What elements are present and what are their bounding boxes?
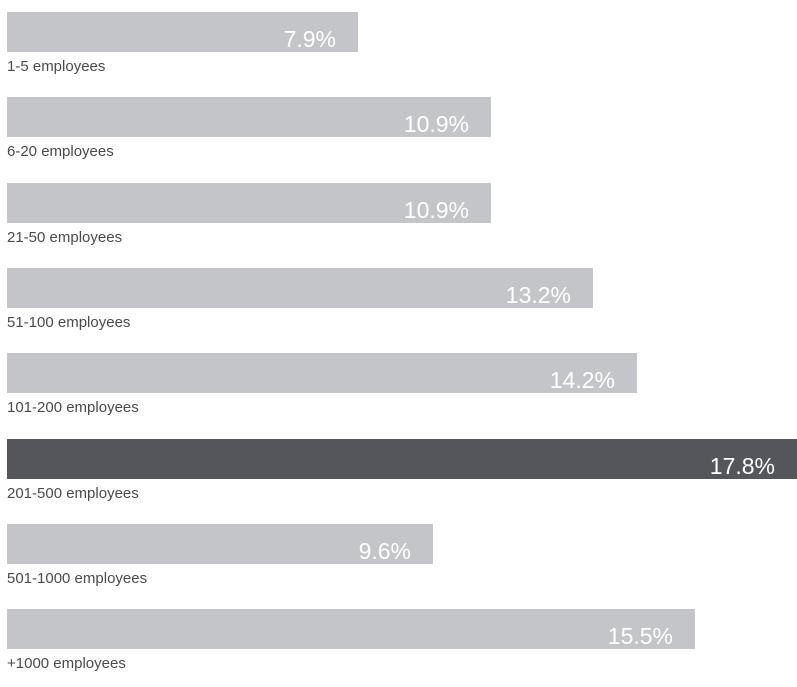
bar: 17.8% [7,439,797,479]
bar-row: 14.2% 101-200 employees [7,353,797,413]
bar-value-label: 14.2% [550,367,615,393]
bar-row: 9.6% 501-1000 employees [7,524,797,584]
category-label: 21-50 employees [7,229,122,247]
category-label: 6-20 employees [7,143,114,161]
bar-value-label: 10.9% [404,197,469,223]
category-label: 101-200 employees [7,399,139,417]
bar-row: 15.5% +1000 employees [7,609,797,669]
bar: 10.9% [7,183,491,223]
bar-row: 17.8% 201-500 employees [7,439,797,499]
category-label: 51-100 employees [7,314,130,332]
bar-value-label: 17.8% [710,453,775,479]
bar: 10.9% [7,97,491,137]
bar-value-label: 7.9% [284,26,336,52]
category-label: +1000 employees [7,655,126,673]
bar: 7.9% [7,12,358,52]
bar-row: 10.9% 21-50 employees [7,183,797,243]
bar-row: 10.9% 6-20 employees [7,97,797,157]
category-label: 1-5 employees [7,58,105,76]
bar-row: 7.9% 1-5 employees [7,12,797,72]
category-label: 501-1000 employees [7,570,147,588]
bar: 15.5% [7,609,695,649]
category-label: 201-500 employees [7,485,139,503]
bar: 9.6% [7,524,433,564]
bar-value-label: 10.9% [404,111,469,137]
bar: 14.2% [7,353,637,393]
bar-value-label: 13.2% [506,282,571,308]
bar: 13.2% [7,268,593,308]
bar-row: 13.2% 51-100 employees [7,268,797,328]
bar-value-label: 15.5% [608,623,673,649]
bar-value-label: 9.6% [359,538,411,564]
